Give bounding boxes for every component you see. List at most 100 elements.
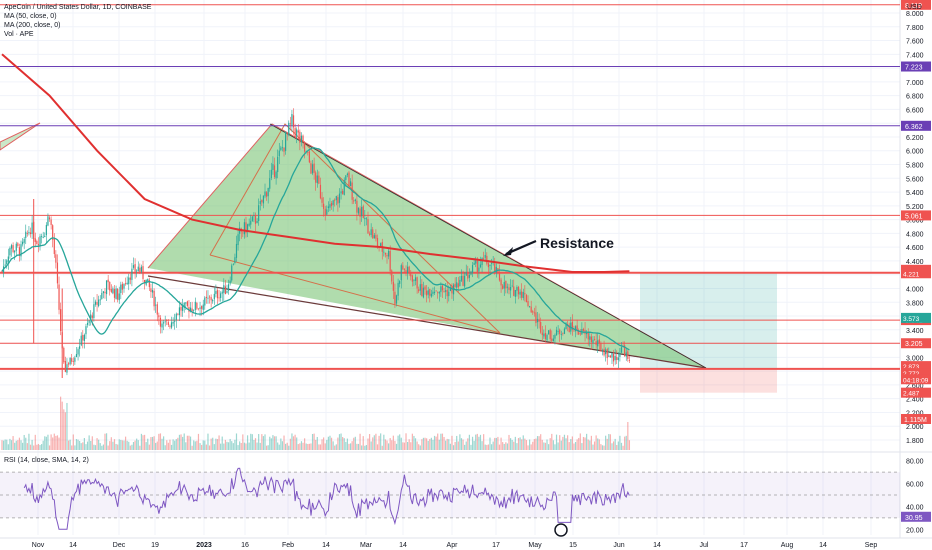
volume-bar bbox=[519, 437, 521, 450]
volume-bar bbox=[443, 436, 445, 450]
volume-bar bbox=[178, 434, 181, 450]
candle-body bbox=[71, 358, 73, 362]
price-tag bbox=[901, 374, 931, 385]
volume-bar bbox=[80, 443, 82, 450]
volume-bar bbox=[207, 433, 209, 450]
volume-bar bbox=[351, 441, 353, 450]
price-tick-label: 6.800 bbox=[906, 94, 924, 101]
candle-body bbox=[467, 272, 469, 279]
candle-body bbox=[506, 286, 509, 288]
candle-body bbox=[182, 306, 184, 311]
volume-bar bbox=[264, 434, 266, 450]
volume-bar bbox=[245, 443, 247, 450]
candle-body bbox=[441, 285, 444, 291]
volume-bar bbox=[6, 439, 8, 450]
candle-body bbox=[136, 270, 138, 272]
volume-bar bbox=[267, 445, 269, 450]
volume-bar bbox=[405, 433, 407, 450]
volume-bar bbox=[354, 436, 356, 450]
candle-body bbox=[83, 334, 85, 341]
candle-body bbox=[251, 216, 253, 222]
volume-bar bbox=[593, 441, 596, 450]
volume-bar bbox=[26, 443, 28, 450]
candle-body bbox=[389, 250, 391, 272]
volume-bar bbox=[196, 440, 198, 450]
volume-bar bbox=[14, 442, 16, 450]
candle-body bbox=[521, 291, 523, 298]
candle-body bbox=[435, 290, 437, 292]
volume-bar bbox=[394, 440, 396, 450]
volume-bar bbox=[601, 445, 604, 450]
candle-body bbox=[468, 274, 470, 278]
level-tag bbox=[901, 0, 931, 10]
candle-body bbox=[310, 163, 312, 174]
rsi-low-marker bbox=[554, 523, 568, 537]
volume-bar bbox=[189, 436, 192, 450]
candle-body bbox=[85, 326, 87, 335]
volume-bar bbox=[28, 433, 30, 450]
candle-body bbox=[205, 296, 207, 299]
volume-bar bbox=[476, 433, 478, 450]
candle-body bbox=[262, 195, 265, 204]
volume-tag-label: 1.115M bbox=[904, 417, 927, 424]
volume-bar bbox=[163, 436, 165, 450]
volume-bar bbox=[490, 444, 493, 450]
candle-body bbox=[573, 330, 575, 332]
candle-body bbox=[48, 217, 51, 220]
candle-body bbox=[21, 241, 24, 245]
volume-bar bbox=[136, 438, 138, 450]
volume-bar bbox=[380, 433, 382, 450]
volume-bar bbox=[586, 433, 588, 450]
volume-bar bbox=[563, 434, 566, 450]
candle-body bbox=[161, 323, 163, 328]
candle-body bbox=[128, 277, 130, 285]
price-tick-label: 6.200 bbox=[906, 135, 924, 142]
candle-body bbox=[367, 219, 369, 234]
price-tick-label: 2.600 bbox=[906, 383, 924, 390]
candle-body bbox=[625, 352, 627, 357]
volume-bar bbox=[33, 445, 35, 450]
candle-body bbox=[291, 114, 293, 125]
volume-bar bbox=[243, 442, 246, 450]
candle-body bbox=[267, 187, 269, 197]
candle-body bbox=[579, 333, 581, 335]
volume-bar bbox=[319, 444, 322, 450]
volume-bar bbox=[484, 444, 486, 450]
candle-body bbox=[302, 135, 304, 142]
volume-bar bbox=[158, 433, 160, 450]
candle-body bbox=[45, 224, 47, 236]
candle-body bbox=[559, 329, 561, 334]
volume-bar bbox=[546, 439, 548, 450]
candle-body bbox=[307, 151, 309, 153]
volume-bar bbox=[506, 443, 509, 450]
candle-body bbox=[243, 222, 246, 235]
candle-body bbox=[470, 271, 472, 275]
volume-bar bbox=[128, 441, 130, 450]
axes: 8.0007.8007.6007.4007.2007.0006.8006.600… bbox=[32, 0, 931, 549]
candle-body bbox=[362, 206, 364, 218]
price-tick-label: 2.200 bbox=[906, 410, 924, 417]
volume-bar bbox=[291, 433, 293, 450]
volume-bar bbox=[422, 437, 425, 450]
candle-body bbox=[576, 325, 578, 331]
price-tag-label: 2.873 bbox=[903, 364, 920, 371]
volume-bar bbox=[383, 434, 385, 450]
volume-bar bbox=[55, 435, 57, 450]
volume-bar bbox=[535, 438, 537, 450]
volume-bar bbox=[543, 442, 545, 450]
candle-body bbox=[226, 291, 228, 293]
candle-body bbox=[384, 252, 387, 255]
candle-body bbox=[578, 330, 580, 335]
candle-body bbox=[343, 179, 345, 195]
volume-bar bbox=[220, 443, 222, 450]
volume-bar bbox=[272, 435, 274, 450]
candle-body bbox=[411, 275, 413, 282]
volume-bar bbox=[147, 438, 149, 450]
candle-body bbox=[197, 308, 200, 310]
candle-body bbox=[503, 282, 505, 289]
volume-bar bbox=[560, 440, 562, 450]
candle-body bbox=[335, 196, 337, 201]
volume-bar bbox=[227, 442, 230, 450]
volume-bar bbox=[77, 439, 79, 450]
